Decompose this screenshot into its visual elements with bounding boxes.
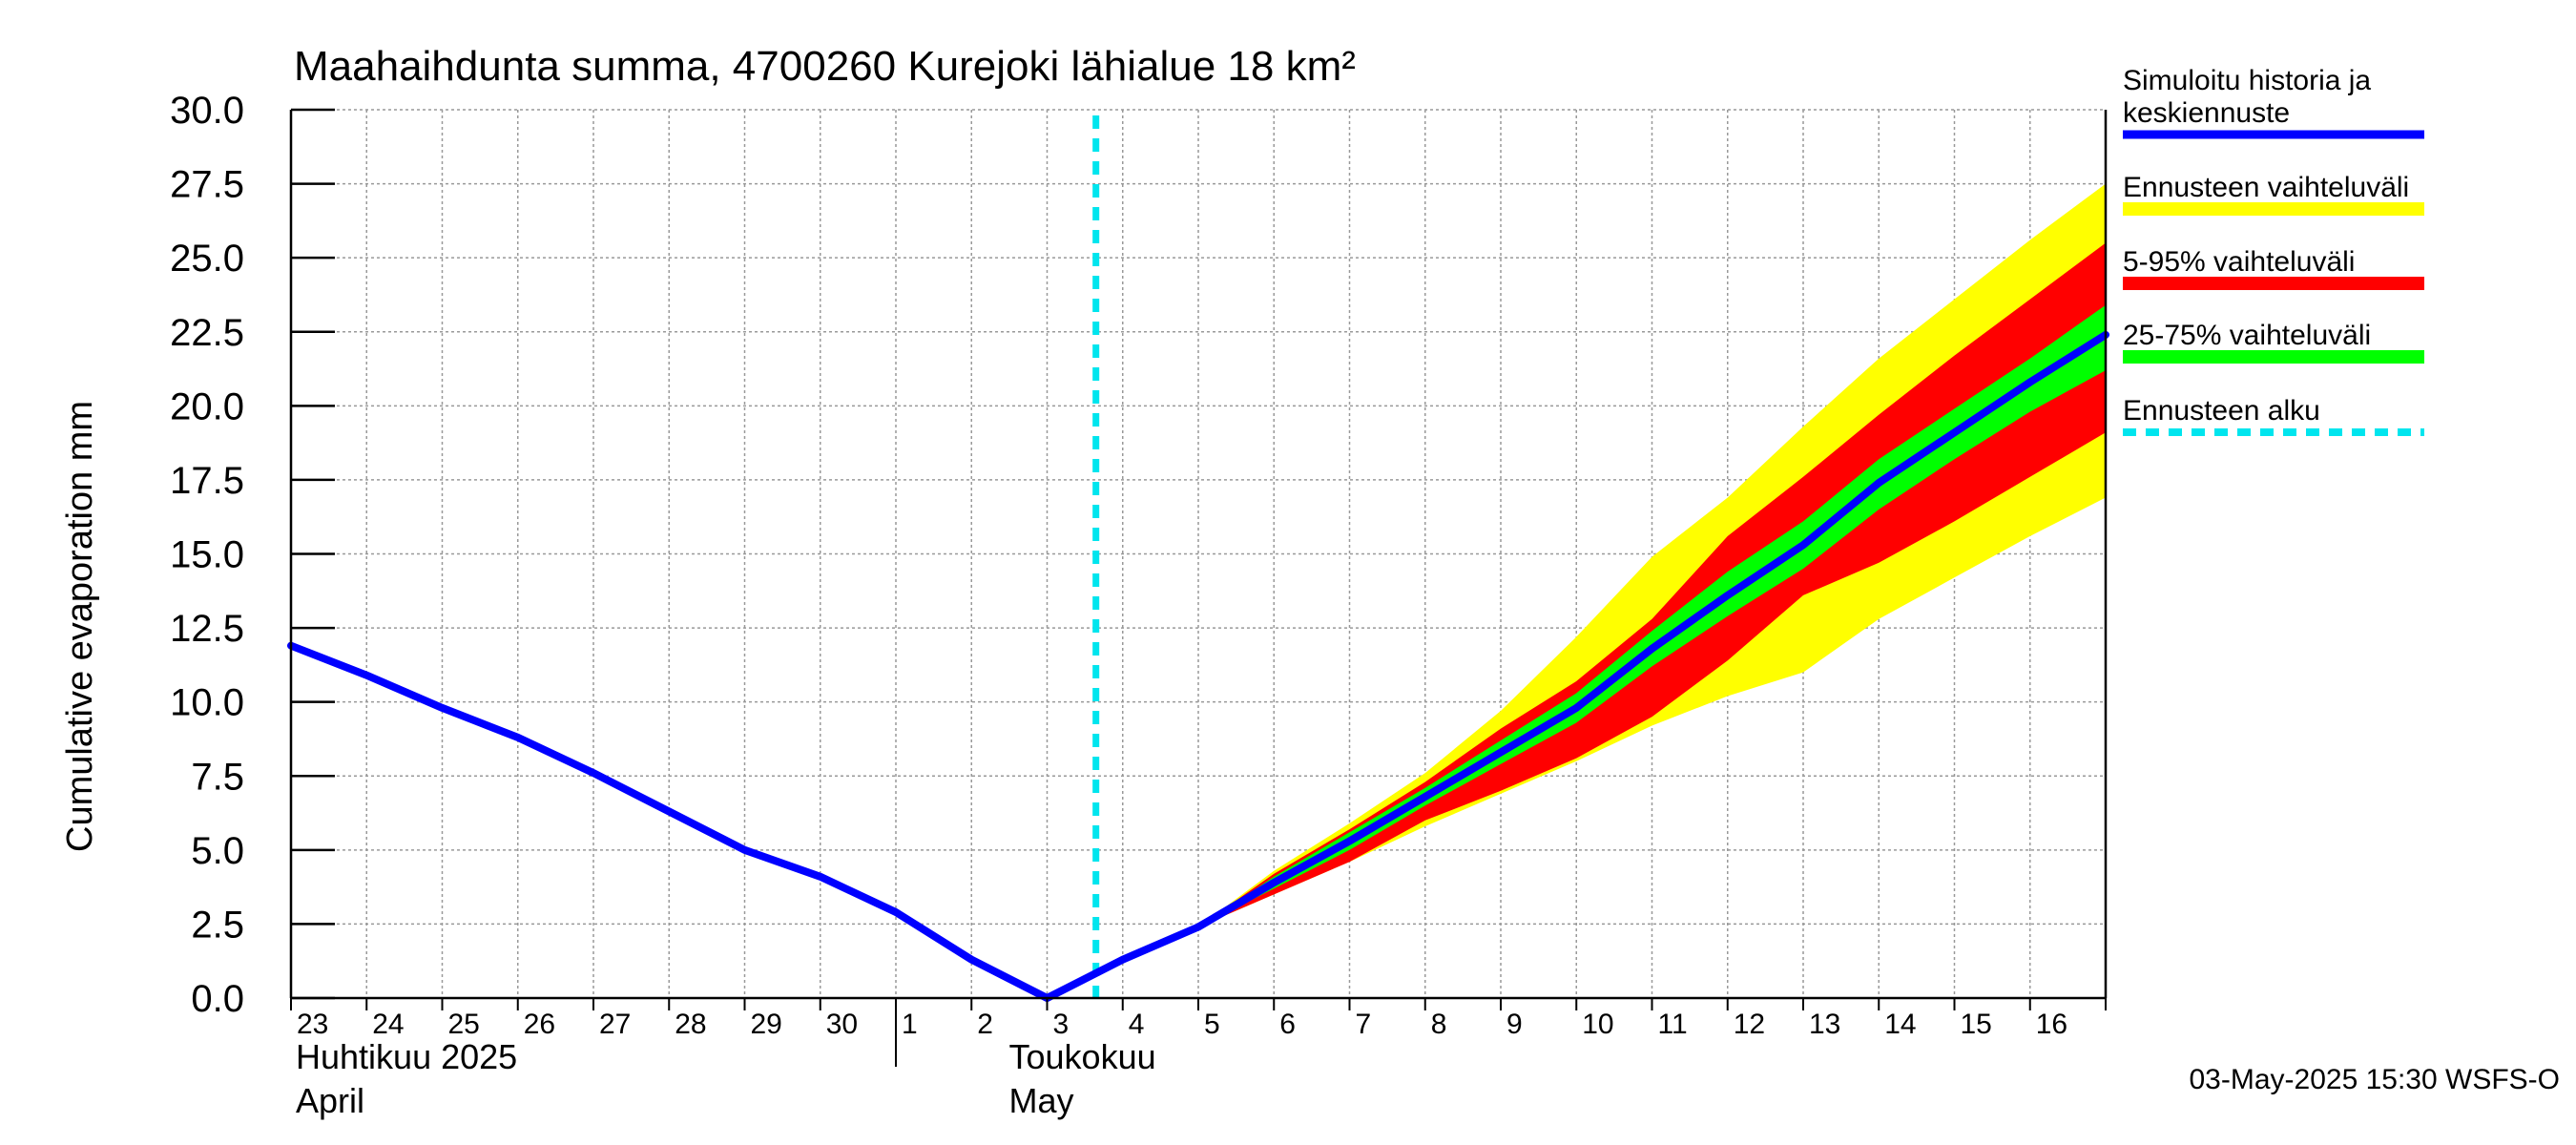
- y-tick-label: 25.0: [170, 238, 244, 280]
- x-tick-label: 25: [448, 1009, 480, 1040]
- legend-label: Ennusteen alku: [2123, 395, 2320, 427]
- x-tick-labels: 23 24 25 26 27 28 29 30 1 2 3 4 5 6 7 8 9 10 11 12 13 14 15 16: [297, 1009, 2067, 1040]
- y-tick-label: 12.5: [170, 608, 244, 650]
- x-tick-label: 6: [1279, 1009, 1296, 1040]
- footer-timestamp: 03-May-2025 15:30 WSFS-O: [2190, 1064, 2561, 1095]
- y-tick-label: 30.0: [170, 90, 244, 132]
- x-tick-label: 1: [902, 1009, 918, 1040]
- y-tick-labels: 0.0 2.5 5.0 7.5 10.0 12.5 15.0 17.5 20.0 22.5 25.0…: [170, 90, 244, 1020]
- x-tick-label: 23: [297, 1009, 328, 1040]
- y-tick-label: 27.5: [170, 164, 244, 206]
- x-tick-label: 12: [1734, 1009, 1765, 1040]
- x-tick-label: 14: [1884, 1009, 1916, 1040]
- y-tick-label: 0.0: [191, 978, 244, 1020]
- y-tick-label: 20.0: [170, 385, 244, 427]
- x-tick-label: 9: [1506, 1009, 1523, 1040]
- x-tick-label: 13: [1809, 1009, 1840, 1040]
- legend-label: Ennusteen vaihteluväli: [2123, 172, 2409, 203]
- y-tick-label: 5.0: [191, 830, 244, 872]
- y-tick-label: 7.5: [191, 756, 244, 798]
- legend-label: 25-75% vaihteluväli: [2123, 320, 2371, 351]
- month-labels: Huhtikuu 2025 April Toukokuu May: [296, 1037, 1156, 1120]
- month-label-english: May: [1009, 1081, 1074, 1120]
- x-tick-label: 5: [1204, 1009, 1220, 1040]
- y-axis-label: Cumulative evaporation mm: [60, 401, 100, 852]
- month-label-english: April: [296, 1081, 364, 1120]
- band-2: [1198, 242, 2106, 927]
- x-tick-label: 8: [1431, 1009, 1447, 1040]
- x-tick-label: 4: [1129, 1009, 1145, 1040]
- legend-label: 5-95% vaihteluväli: [2123, 246, 2355, 278]
- series-line-1: [287, 330, 2109, 1002]
- x-tick-label: 15: [1961, 1009, 1992, 1040]
- x-tick-label: 10: [1582, 1009, 1613, 1040]
- month-label: Toukokuu: [1009, 1037, 1156, 1076]
- y-tick-label: 10.0: [170, 682, 244, 724]
- forecast-bands: [1198, 183, 2106, 927]
- y-tick-label: 22.5: [170, 312, 244, 354]
- band-1: [1198, 183, 2106, 927]
- legend-label: keskiennuste: [2123, 97, 2290, 129]
- x-tick-label: 7: [1356, 1009, 1372, 1040]
- month-label: Huhtikuu 2025: [296, 1037, 517, 1076]
- chart-title: Maahaihdunta summa, 4700260 Kurejoki läh…: [294, 43, 1356, 90]
- x-tick-label: 27: [599, 1009, 631, 1040]
- x-tick-label: 16: [2036, 1009, 2067, 1040]
- x-tick-label: 28: [675, 1009, 706, 1040]
- band-3: [1198, 304, 2106, 927]
- x-tick-label: 24: [372, 1009, 404, 1040]
- x-tick-label: 29: [751, 1009, 782, 1040]
- y-tick-label: 17.5: [170, 460, 244, 502]
- series-lines: [287, 330, 2109, 1002]
- y-tick-label: 15.0: [170, 534, 244, 576]
- x-tick-label: 3: [1053, 1009, 1070, 1040]
- y-tick-label: 2.5: [191, 904, 244, 946]
- x-tick-label: 30: [826, 1009, 858, 1040]
- legend-label: Simuloitu historia ja: [2123, 65, 2371, 96]
- x-tick-label: 2: [977, 1009, 993, 1040]
- axes: [289, 108, 2108, 1067]
- x-tick-label: 26: [524, 1009, 555, 1040]
- x-tick-label: 11: [1658, 1009, 1688, 1040]
